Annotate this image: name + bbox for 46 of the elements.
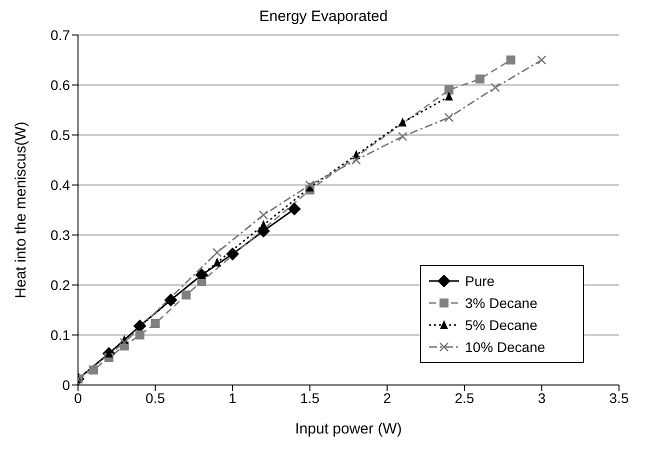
point [490,82,500,92]
y-tick-label: 0.1 [50,326,70,343]
point [259,220,268,229]
y-axis-title: Heat into the meniscus(W) [12,122,30,298]
point [88,366,98,374]
y-tick-label: 0.4 [50,176,70,193]
point [213,258,222,266]
point [398,132,408,142]
point [537,55,546,65]
x-tick-label: 0 [74,390,82,406]
y-tick-label: 0.2 [50,276,70,293]
point [305,180,315,190]
legend-label: Pure [465,273,495,289]
point [444,86,454,94]
x-tick-label: 2.5 [454,390,474,406]
point [120,338,130,348]
x-tick-label: 0.5 [146,390,166,406]
point [135,330,144,340]
x-tick-label: 2 [383,390,392,406]
legend-label: 3% Decane [465,295,538,311]
point [182,290,191,300]
y-tick-label: 0.6 [50,76,70,93]
point [444,112,454,122]
y-tick-label: 0.3 [50,226,70,243]
point [444,92,453,100]
point [398,118,407,126]
x-tick-label: 3 [538,390,546,406]
x-axis-title: Input power (W) [295,420,402,438]
point [475,74,484,84]
x-tick-label: 1 [228,390,237,406]
x-tick-label: 3.5 [609,390,629,406]
point [288,202,301,216]
legend-label: 5% Decane [465,317,538,333]
point [352,155,361,165]
point [150,319,160,328]
point [258,210,268,220]
y-tick-label: 0.5 [50,126,70,143]
y-tick-label: 0.7 [50,26,70,43]
legend-label: 10% Decane [465,339,546,355]
point [133,320,146,332]
y-tick-label: 0 [62,376,70,393]
point [212,248,222,258]
chart-title: Energy Evaporated [258,8,389,25]
point [506,56,516,64]
point [226,248,240,260]
x-tick-label: 1.5 [300,390,320,406]
